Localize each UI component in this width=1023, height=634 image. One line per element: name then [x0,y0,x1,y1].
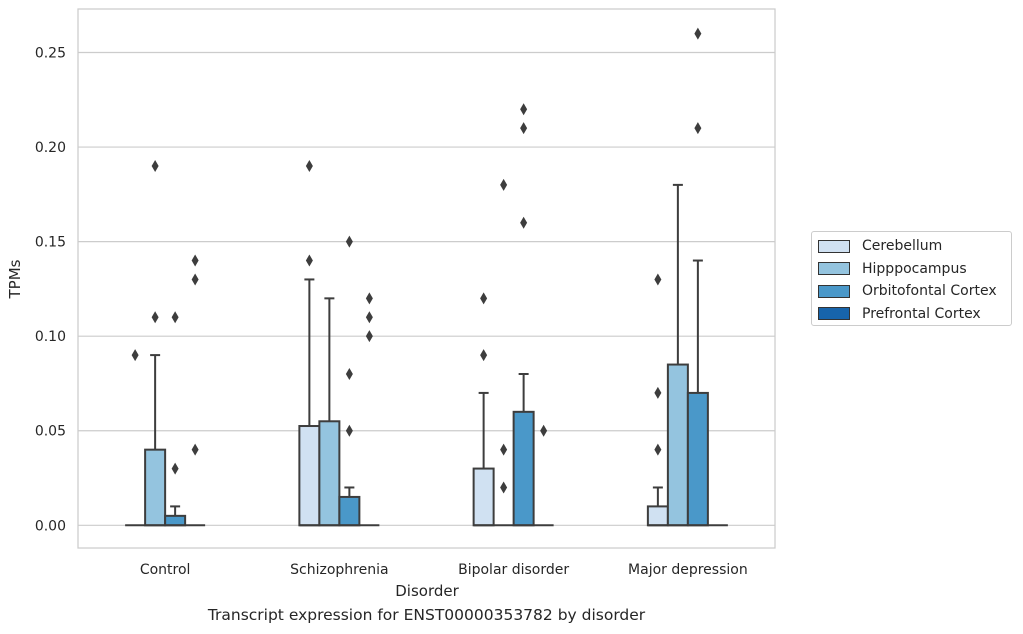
y-tick-label: 0.25 [35,45,66,61]
outlier-point [365,292,373,305]
outlier-point [151,159,159,172]
box-body [144,448,167,527]
box-body [472,467,495,527]
outlier-point [305,159,313,172]
chart-caption: Transcript expression for ENST0000035378… [207,606,646,624]
outlier-point [520,122,528,135]
box-cerebellum [646,273,669,527]
plot-frame [77,8,776,549]
outlier-point [151,311,159,324]
x-tick-label: Bipolar disorder [458,562,569,578]
box-cerebellum [472,292,495,527]
y-tick-label: 0.20 [35,140,66,156]
legend-item: Hipppocampus [818,258,1005,281]
outlier-point [131,349,139,362]
outlier-point [171,311,179,324]
x-tick-label: Schizophrenia [290,562,388,578]
box-body [318,420,341,527]
legend-swatch [818,307,850,321]
y-tick-label: 0.15 [35,235,66,251]
plot-marks [125,27,728,527]
box-hipppocampus [144,159,167,527]
legend-label: Hipppocampus [862,260,967,277]
outlier-point [520,103,528,116]
x-axis-label: Disorder [395,582,459,600]
legend-label: Cerebellum [862,238,943,255]
outlier-point [365,330,373,343]
outlier-point [171,462,179,475]
box-body [686,391,709,527]
outlier-point [345,368,353,381]
outlier-point [500,443,508,456]
outlier-point [480,292,488,305]
outlier-point [480,349,488,362]
outlier-point [540,424,548,437]
box-hipppocampus [666,183,689,527]
outlier-point [654,386,662,399]
legend-swatch [818,239,850,253]
y-axis-label: TPMs [6,259,24,299]
outlier-point [365,311,373,324]
box-orbitofontal-cortex [512,103,535,527]
outlier-point [191,273,199,286]
box-body [298,425,321,527]
legend: Cerebellum Hipppocampus Orbitofontal Corte… [811,231,1012,326]
legend-item: Cerebellum [818,235,1005,258]
box-body [512,410,535,527]
y-tick-label: 0.00 [35,518,66,534]
box-prefrontal-cortex [359,292,380,527]
outlier-point [694,27,702,40]
box-body [646,505,669,527]
legend-swatch [818,284,850,298]
box-prefrontal-cortex [533,424,554,527]
legend-item: Orbitofontal Cortex [818,280,1005,303]
outlier-point [345,424,353,437]
box-hipppocampus [318,297,341,527]
box-orbitofontal-cortex [164,311,187,527]
box-hipppocampus [493,178,514,527]
box-body [338,495,361,527]
legend-label: Orbitofontal Cortex [862,283,997,300]
outlier-point [694,122,702,135]
box-cerebellum [125,349,146,527]
legend-swatch [818,262,850,276]
box-prefrontal-cortex [185,254,206,527]
y-tick-label: 0.05 [35,424,66,440]
outlier-point [520,216,528,229]
outlier-point [191,443,199,456]
outlier-point [500,178,508,191]
box-orbitofontal-cortex [338,235,361,527]
y-tick-label: 0.10 [35,329,66,345]
legend-item: Prefrontal Cortex [818,303,1005,326]
legend-label: Prefrontal Cortex [862,305,981,322]
box-orbitofontal-cortex [686,27,709,527]
outlier-point [654,443,662,456]
outlier-point [305,254,313,267]
outlier-point [345,235,353,248]
axis-ticks: 0.00 0.05 0.10 0.15 0.20 0.25 Control Schizophr… [35,45,748,578]
box-body [164,514,187,527]
outlier-point [191,254,199,267]
x-tick-label: Major depression [628,562,748,578]
outlier-point [500,481,508,494]
box-body [666,363,689,527]
box-cerebellum [298,159,321,527]
outlier-point [654,273,662,286]
x-tick-label: Control [140,562,191,578]
